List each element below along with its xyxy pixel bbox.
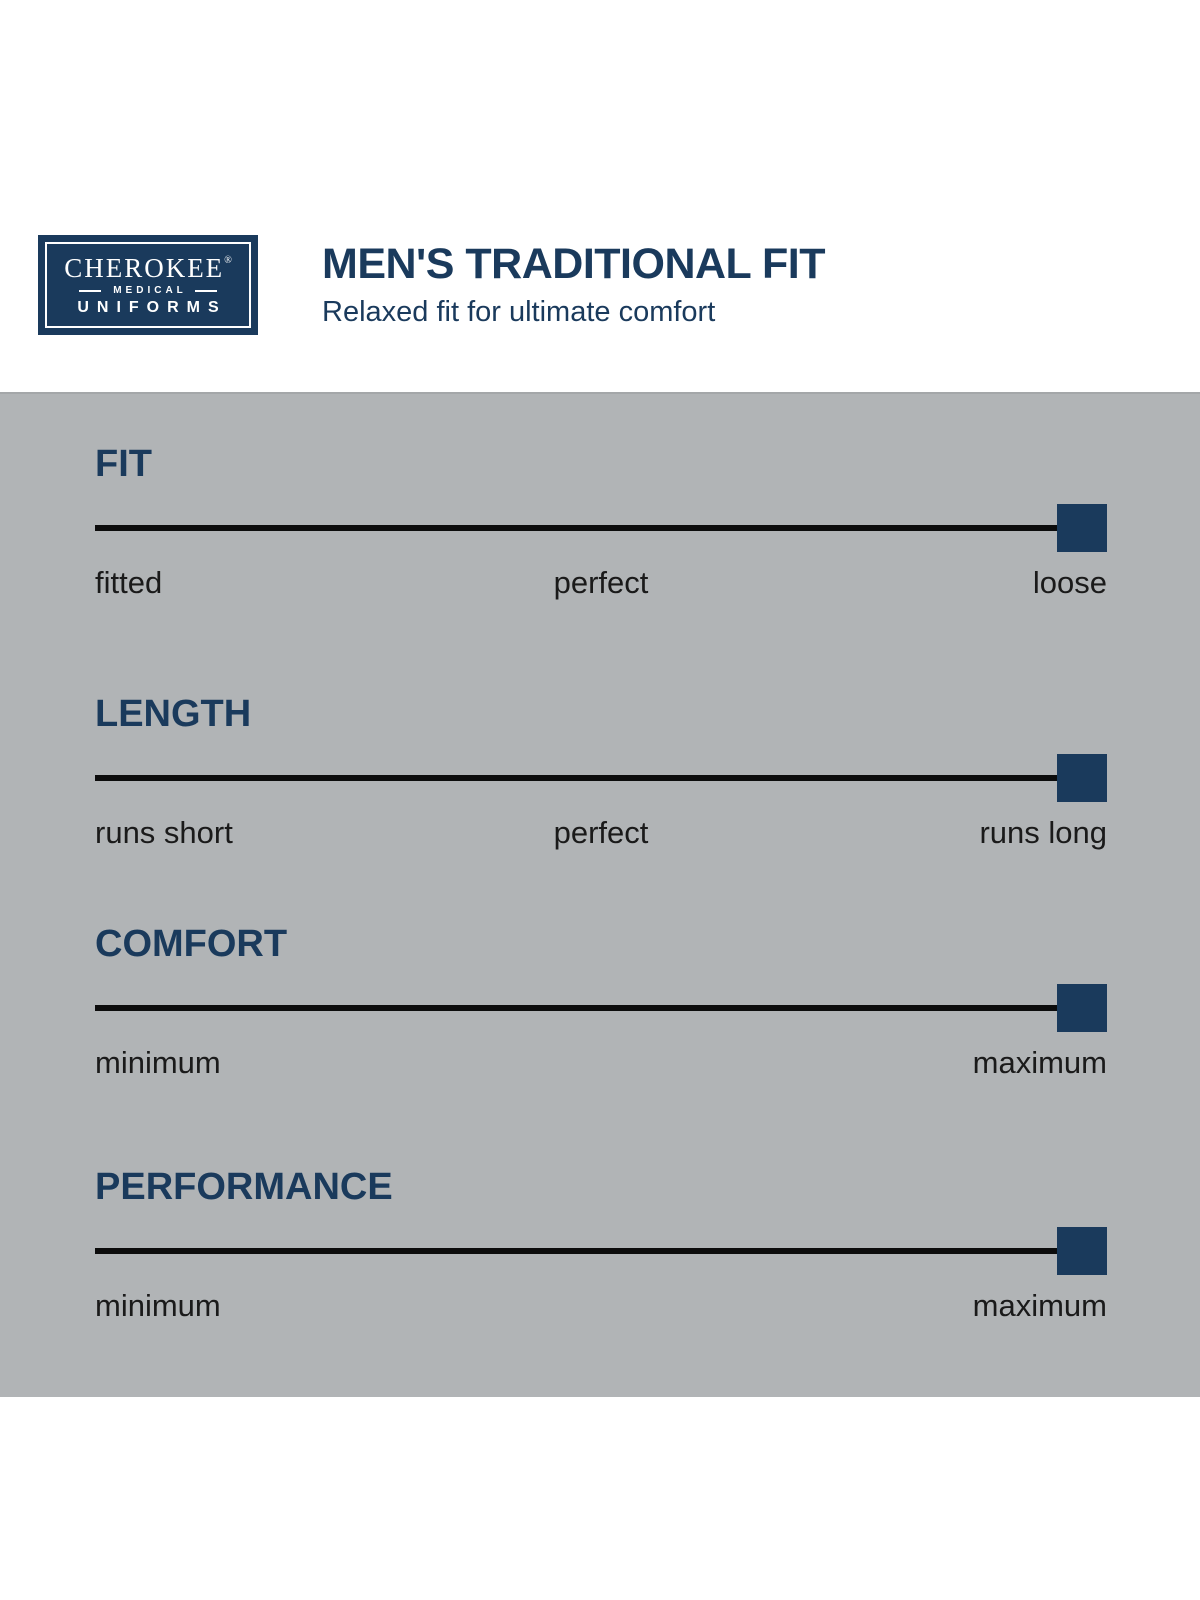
- length-label-mid: perfect: [553, 815, 649, 850]
- fit-label-min: fitted: [95, 565, 163, 600]
- length-slider-line: [95, 775, 1107, 781]
- comfort-slider-line: [95, 1005, 1107, 1011]
- performance-slider-marker: [1057, 1227, 1107, 1275]
- length-label-min: runs short: [95, 815, 233, 850]
- brand-name: CHEROKEE ®: [64, 252, 232, 283]
- brand-medical-text: MEDICAL: [113, 284, 187, 296]
- comfort-label-min: minimum: [95, 1045, 221, 1080]
- comfort-heading: COMFORT: [95, 923, 288, 965]
- logo-rule-right: [194, 289, 217, 292]
- fit-slider-marker: [1057, 504, 1107, 552]
- performance-heading: PERFORMANCE: [95, 1166, 393, 1208]
- comfort-label-max: maximum: [972, 1045, 1107, 1080]
- section-performance: PERFORMANCE minimum maximum: [95, 1166, 1107, 1326]
- brand-name-text: CHEROKEE: [64, 252, 225, 283]
- comfort-slider-marker: [1057, 984, 1107, 1032]
- cherokee-logo: CHEROKEE ® MEDICAL UNIFORMS: [38, 235, 258, 335]
- cherokee-logo-border: CHEROKEE ® MEDICAL UNIFORMS: [45, 242, 251, 328]
- fit-label-mid: perfect: [553, 565, 649, 600]
- performance-slider-line: [95, 1248, 1107, 1254]
- page-title: MEN'S TRADITIONAL FIT: [322, 240, 825, 288]
- comfort-slider-labels: minimum maximum: [95, 1045, 1107, 1083]
- comfort-slider-track: [95, 983, 1107, 1033]
- fit-label-max: loose: [1032, 565, 1107, 600]
- section-length: LENGTH runs short perfect runs long: [95, 693, 1107, 853]
- section-fit: FIT fitted perfect loose: [95, 443, 1107, 603]
- page-subtitle: Relaxed fit for ultimate comfort: [322, 296, 716, 328]
- section-comfort: COMFORT minimum maximum: [95, 923, 1107, 1083]
- logo-rule-left: [79, 289, 102, 292]
- registered-trademark: ®: [224, 254, 232, 266]
- fit-slider-labels: fitted perfect loose: [95, 565, 1107, 603]
- performance-label-min: minimum: [95, 1288, 221, 1323]
- length-slider-labels: runs short perfect runs long: [95, 815, 1107, 853]
- performance-slider-labels: minimum maximum: [95, 1288, 1107, 1326]
- performance-label-max: maximum: [972, 1288, 1107, 1323]
- length-heading: LENGTH: [95, 693, 252, 735]
- fit-slider-track: [95, 503, 1107, 553]
- performance-slider-track: [95, 1226, 1107, 1276]
- fit-slider-line: [95, 525, 1107, 531]
- length-slider-marker: [1057, 754, 1107, 802]
- fit-heading: FIT: [95, 443, 152, 485]
- title-block: MEN'S TRADITIONAL FIT Relaxed fit for ul…: [322, 243, 825, 327]
- length-label-max: runs long: [979, 815, 1107, 850]
- fit-guide-panel: [0, 392, 1200, 1397]
- brand-medical-line: MEDICAL: [79, 284, 217, 296]
- length-slider-track: [95, 753, 1107, 803]
- brand-uniforms-text: UNIFORMS: [77, 298, 227, 316]
